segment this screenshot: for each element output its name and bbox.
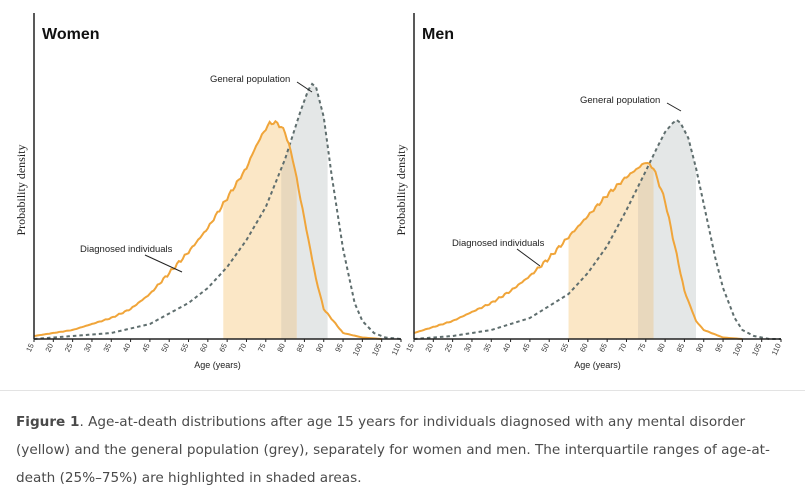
x-tick-label: 105 (370, 342, 383, 357)
x-tick-label: 100 (351, 342, 364, 357)
x-tick-label: 95 (333, 342, 345, 353)
x-tick-label: 45 (140, 342, 152, 353)
x-tick-label: 25 (63, 342, 75, 353)
x-tick-label: 110 (390, 342, 403, 357)
x-tick-label: 75 (636, 342, 648, 353)
general-population-annotation: General population (210, 74, 290, 85)
x-tick-label: 45 (520, 342, 532, 353)
y-axis-label: Probability density (394, 145, 408, 236)
x-tick-label: 90 (694, 342, 706, 353)
panel-title: Women (42, 26, 99, 43)
x-tick-label: 40 (121, 342, 133, 353)
general-population-curve (413, 118, 781, 340)
x-tick-label: 75 (256, 342, 268, 353)
general-population-curve (33, 82, 402, 340)
x-axis-label: Age (years) (194, 360, 241, 370)
x-tick-label: 50 (159, 342, 171, 353)
x-tick-label: 80 (275, 342, 287, 353)
x-tick-label: 40 (501, 342, 513, 353)
diagnosed-annotation: Diagnosed individuals (80, 244, 173, 255)
x-tick-label: 35 (101, 342, 113, 353)
general-population-leader-line (296, 81, 313, 93)
panel-title: Men (422, 26, 454, 43)
x-tick-label: 95 (713, 342, 725, 353)
x-tick-label: 50 (539, 342, 551, 353)
figure-caption-label: Figure 1 (16, 414, 80, 430)
general-population-annotation: General population (580, 95, 660, 106)
x-tick-label: 55 (179, 342, 191, 353)
x-tick-label: 85 (295, 342, 307, 353)
chart-panel-men: 15 20 25 30 35 40 45 50 55 60 65 70 75 80 85 90 95 100 105… (394, 13, 783, 370)
x-tick-label: 20 (423, 342, 435, 353)
caption-divider (0, 390, 805, 391)
x-tick-label: 110 (770, 342, 783, 357)
x-tick-label: 65 (217, 342, 229, 353)
figure-caption-text: . Age-at-death distributions after age 1… (16, 414, 770, 486)
x-tick-label: 25 (443, 342, 455, 353)
x-tick-label: 70 (237, 342, 249, 353)
diagnosed-iqr-band (568, 162, 654, 339)
x-tick-label: 55 (559, 342, 571, 353)
x-tick-label: 80 (655, 342, 667, 353)
diagnosed-curve (33, 119, 382, 340)
figure: 15 20 25 30 35 40 45 50 55 60 65 70 75 80 85 90 95 100 105… (14, 13, 783, 370)
x-tick-label: 100 (731, 342, 744, 357)
x-tick-label: 15 (24, 342, 36, 353)
x-tick-label: 20 (43, 342, 55, 353)
diagnosed-annotation: Diagnosed individuals (452, 238, 545, 249)
chart-panel-women: 15 20 25 30 35 40 45 50 55 60 65 70 75 80 85 90 95 100 105… (14, 13, 403, 370)
x-tick-label: 65 (597, 342, 609, 353)
x-tick-label: 15 (404, 342, 416, 353)
x-tick-label: 70 (617, 342, 629, 353)
x-tick-label: 85 (675, 342, 687, 353)
iqr-overlap-band (281, 147, 297, 339)
x-tick-label: 35 (481, 342, 493, 353)
x-tick-label: 30 (82, 342, 94, 353)
x-tick-label: 60 (578, 342, 590, 353)
figure-caption: Figure 1. Age-at-death distributions aft… (16, 408, 796, 492)
y-axis-label: Probability density (14, 145, 28, 236)
iqr-overlap-band (638, 165, 654, 339)
diagnosed-leader-line (144, 254, 183, 273)
diagnosed-leader-line (516, 248, 541, 267)
x-tick-label: 90 (314, 342, 326, 353)
diagnosed-curve (413, 161, 743, 340)
x-tick-label: 60 (198, 342, 210, 353)
general-population-leader-line (666, 102, 682, 112)
x-tick-label: 30 (462, 342, 474, 353)
x-tick-label: 105 (750, 342, 763, 357)
x-axis-label: Age (years) (574, 360, 621, 370)
